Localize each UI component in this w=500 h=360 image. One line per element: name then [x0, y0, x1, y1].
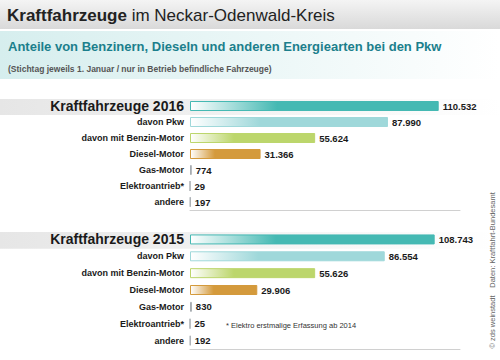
svg-text:Anteile von Benzinern, Dieseln: Anteile von Benzinern, Dieseln und ander…	[8, 39, 442, 54]
svg-text:davon mit Benzin-Motor: davon mit Benzin-Motor	[82, 133, 185, 143]
svg-text:andere: andere	[154, 197, 184, 207]
svg-text:55.624: 55.624	[319, 133, 349, 144]
svg-text:197: 197	[195, 197, 211, 208]
svg-text:31.366: 31.366	[265, 149, 294, 160]
svg-text:192: 192	[195, 335, 211, 346]
svg-text:108.743: 108.743	[439, 234, 473, 245]
svg-text:Diesel-Motor: Diesel-Motor	[129, 285, 184, 295]
svg-text:29: 29	[195, 181, 206, 192]
svg-text:© zds weinstadt: © zds weinstadt	[488, 295, 497, 349]
svg-text:davon Pkw: davon Pkw	[137, 117, 185, 127]
svg-text:Daten: Kraftfahrt-Bundesamt: Daten: Kraftfahrt-Bundesamt	[488, 191, 497, 287]
svg-text:Elektroantrieb*: Elektroantrieb*	[120, 181, 185, 191]
svg-text:29.906: 29.906	[261, 285, 290, 296]
svg-text:110.532: 110.532	[443, 101, 477, 112]
svg-text:andere: andere	[154, 336, 184, 346]
svg-text:davon mit Benzin-Motor: davon mit Benzin-Motor	[82, 268, 185, 278]
svg-text:* Elektro erstmalige Erfassung: * Elektro erstmalige Erfassung ab 2014	[226, 321, 356, 330]
svg-text:86.554: 86.554	[389, 251, 419, 262]
svg-text:Gas-Motor: Gas-Motor	[139, 165, 184, 175]
svg-text:Kraftfahrzeuge: Kraftfahrzeuge	[7, 6, 127, 25]
svg-text:(Stichtag jeweils 1. Januar /: (Stichtag jeweils 1. Januar / nur in Bet…	[8, 64, 272, 74]
svg-text:25: 25	[195, 318, 206, 329]
svg-text:Gas-Motor: Gas-Motor	[139, 302, 184, 312]
svg-text:830: 830	[196, 301, 212, 312]
svg-text:Elektroantrieb*: Elektroantrieb*	[120, 319, 185, 329]
svg-text:davon Pkw: davon Pkw	[137, 251, 185, 261]
svg-text:774: 774	[196, 165, 213, 176]
svg-text:Diesel-Motor: Diesel-Motor	[129, 149, 184, 159]
svg-text:Kraftfahrzeuge 2016: Kraftfahrzeuge 2016	[50, 98, 184, 114]
svg-text:Kraftfahrzeuge 2015: Kraftfahrzeuge 2015	[50, 231, 184, 247]
svg-text:55.626: 55.626	[319, 268, 348, 279]
svg-text:im Neckar-Odenwald-Kreis: im Neckar-Odenwald-Kreis	[127, 6, 335, 25]
svg-text:87.990: 87.990	[392, 117, 421, 128]
